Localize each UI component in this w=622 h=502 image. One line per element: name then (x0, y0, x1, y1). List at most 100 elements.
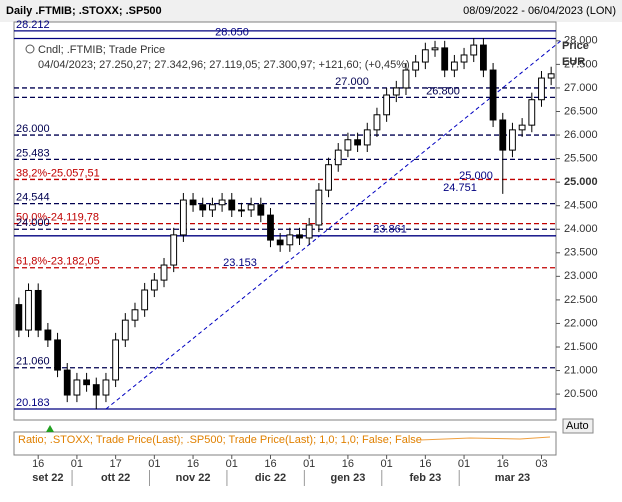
level-label: 23.153 (223, 257, 257, 269)
chart-title: Daily .FTMIB; .STOXX; .SP500 (6, 5, 162, 17)
candle-body (402, 69, 410, 89)
x-tick-label: 01 (71, 458, 83, 470)
date-range: 08/09/2022 - 06/04/2023 (LON) (463, 5, 616, 17)
x-tick-label: 01 (303, 458, 315, 470)
y-tick-label: 25.000 (564, 176, 598, 188)
x-tick-label: 16 (342, 458, 354, 470)
y-tick-label: 22.000 (564, 317, 598, 329)
candle-body (528, 99, 536, 126)
candle-body (73, 379, 81, 396)
candle-body (354, 139, 361, 146)
month-label: gen 23 (330, 472, 365, 484)
candle-body (460, 54, 468, 63)
candle-body (489, 69, 497, 121)
candle-body (218, 199, 226, 206)
candle-body (170, 234, 178, 266)
candle-body (199, 204, 207, 211)
level-label: 26.000 (16, 123, 50, 135)
candle-body (189, 199, 197, 206)
x-tick-label: 17 (110, 458, 122, 470)
level-label: 24.751 (443, 182, 477, 194)
y-tick-label: 24.000 (564, 223, 598, 235)
level-label: 61,8%-23.182,05 (16, 256, 100, 268)
level-label: 28.212 (16, 19, 50, 31)
candle-body (296, 234, 303, 239)
y-tick-label: 27.500 (564, 58, 598, 70)
y-tick-label: 25.500 (564, 152, 598, 164)
level-label: 25.000 (459, 170, 493, 182)
candle-body (102, 379, 110, 396)
level-label: 23.861 (373, 224, 407, 236)
title-bar (0, 0, 622, 22)
x-tick-label: 16 (264, 458, 276, 470)
candle-body (150, 279, 158, 291)
candle-body (344, 139, 352, 151)
candle-body (499, 119, 507, 151)
y-tick-label: 21.500 (564, 341, 598, 353)
month-label: nov 22 (176, 472, 211, 484)
candle-body (450, 61, 458, 71)
candle-body (131, 309, 139, 321)
y-tick-label: 26.000 (564, 129, 598, 141)
x-tick-label: 16 (187, 458, 199, 470)
x-tick-label: 01 (148, 458, 160, 470)
candle-body (538, 77, 545, 101)
candle-body (325, 164, 332, 191)
ratio-line (419, 436, 551, 441)
candle-body (383, 94, 391, 116)
marker (46, 425, 54, 432)
level-label: 25.483 (16, 147, 50, 159)
candle-body (276, 239, 284, 246)
candle-body (92, 384, 100, 396)
month-label: dic 22 (255, 472, 286, 484)
x-tick-label: 01 (226, 458, 238, 470)
y-tick-label: 28.000 (564, 35, 598, 47)
x-tick-label: 16 (32, 458, 44, 470)
candle-body (315, 189, 323, 226)
candle-body (238, 209, 245, 212)
candle-body (421, 49, 429, 63)
month-label: set 22 (32, 472, 63, 484)
candle-body (63, 369, 71, 396)
candle-body (112, 339, 120, 381)
candle-body (15, 304, 23, 331)
month-label: ott 22 (101, 472, 130, 484)
level-label: 27.000 (335, 76, 369, 88)
candle-body (470, 44, 478, 56)
candle-body (25, 289, 32, 331)
candle-body (431, 47, 439, 51)
candle-body (228, 199, 236, 211)
y-tick-label: 21.000 (564, 364, 598, 376)
candle-body (441, 47, 449, 71)
y-tick-label: 26.500 (564, 105, 598, 117)
candle-body (160, 264, 168, 281)
candle-body (141, 289, 149, 311)
month-label: feb 23 (409, 472, 441, 484)
candle-body (179, 199, 187, 236)
candle-body (209, 204, 216, 211)
legend-icon (25, 44, 35, 54)
auto-button[interactable] (562, 418, 594, 434)
candle-body (509, 129, 516, 151)
candle-body (83, 379, 90, 386)
x-tick-label: 01 (381, 458, 393, 470)
level-label: 24.544 (16, 192, 50, 204)
y-axis-title: Price (562, 40, 589, 52)
candle-body (34, 289, 42, 331)
auto-button-label[interactable]: Auto (566, 420, 589, 432)
lower-panel-label: Ratio; .STOXX; Trade Price(Last); .SP500… (18, 434, 422, 446)
candle-body (257, 204, 265, 216)
lower-panel (13, 431, 557, 456)
x-tick-label: 16 (419, 458, 431, 470)
candle-body (305, 224, 313, 239)
level-label: 21.060 (16, 356, 50, 368)
candle-body (121, 319, 129, 341)
x-tick-label: 03 (535, 458, 547, 470)
candle-body (267, 214, 274, 241)
level-label: 24.000 (16, 217, 50, 229)
candle-body (334, 149, 342, 166)
level-label: 38,2%-25.057,51 (16, 167, 100, 179)
level-label: 50,0%-24.119,78 (16, 212, 99, 224)
candle-body (286, 234, 294, 246)
